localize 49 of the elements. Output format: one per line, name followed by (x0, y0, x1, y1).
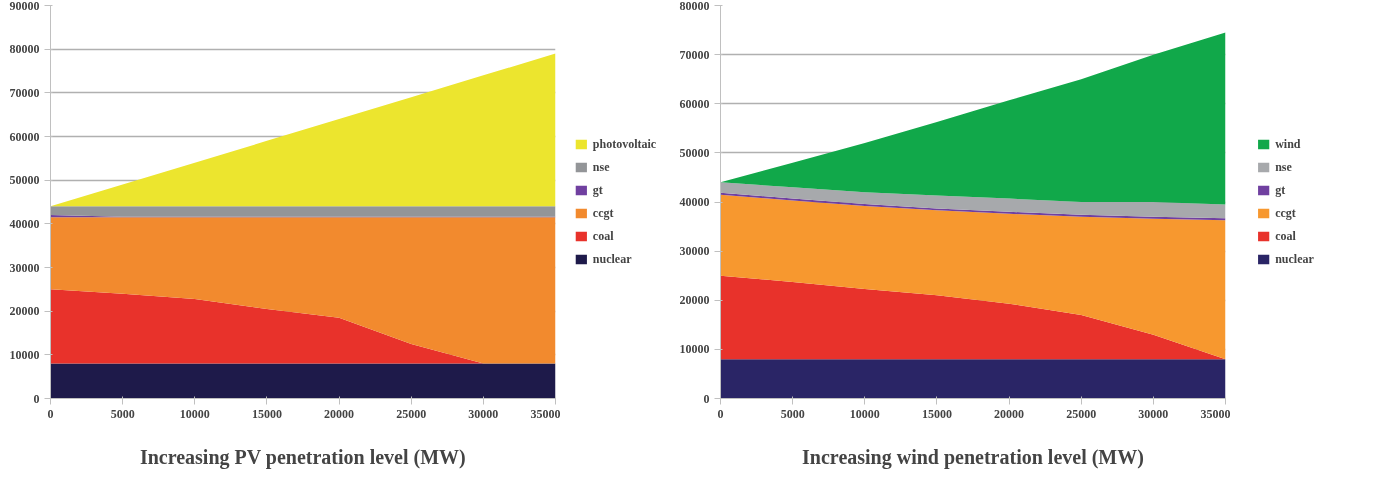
x-axis-title: Increasing PV penetration level (MW) (139, 445, 466, 469)
y-tick-label: 70000 (9, 85, 40, 100)
y-tick-label: 40000 (9, 216, 40, 231)
y-tick-label: 30000 (679, 244, 710, 259)
legend-label: ccgt (592, 205, 614, 221)
legend-label: gt (1275, 182, 1287, 198)
legend-label: nse (592, 159, 611, 175)
y-tick-label: 10000 (9, 347, 40, 362)
y-tick-label: 20000 (679, 293, 710, 308)
x-tick-label: 30000 (468, 406, 499, 421)
legend-label: gt (592, 182, 604, 198)
y-tick-label: 40000 (679, 195, 710, 209)
x-tick-label: 15000 (921, 406, 952, 421)
x-tick-label: 25000 (396, 406, 427, 421)
x-tick-label: 5000 (110, 406, 135, 421)
y-tick-label: 60000 (679, 96, 710, 111)
y-tick-label: 20000 (9, 304, 40, 319)
legend-label: coal (592, 228, 614, 244)
legend-label: nuclear (1275, 251, 1314, 267)
x-tick-label: 0 (717, 406, 724, 421)
legend-label: ccgt (1275, 205, 1296, 221)
x-tick-label: 5000 (780, 406, 805, 421)
x-tick-label: 30000 (1138, 406, 1169, 421)
y-tick-label: 0 (703, 391, 710, 406)
y-tick-label: 70000 (679, 47, 710, 62)
y-tick-label: 80000 (9, 42, 40, 57)
x-tick-label: 0 (47, 406, 54, 421)
x-tick-label: 15000 (251, 406, 282, 421)
x-tick-label: 20000 (994, 406, 1025, 421)
y-tick-label: 10000 (679, 342, 710, 357)
y-tick-label: 30000 (9, 260, 40, 275)
x-tick-label: 35000 (530, 406, 561, 421)
x-axis-title: Increasing wind penetration level (MW) (802, 445, 1144, 469)
x-tick-label: 10000 (849, 406, 880, 421)
y-tick-label: 50000 (679, 145, 710, 160)
y-tick-label: 90000 (9, 0, 40, 13)
legend-label: nse (1275, 159, 1293, 175)
x-tick-label: 20000 (324, 406, 355, 421)
legend-label: photovoltaic (592, 136, 657, 152)
y-tick-label: 50000 (9, 173, 40, 188)
legend-label: wind (1275, 136, 1301, 152)
legend-label: coal (1275, 228, 1296, 244)
x-tick-label: 10000 (179, 406, 210, 421)
y-tick-label: 60000 (9, 129, 40, 144)
x-tick-label: 35000 (1200, 406, 1231, 421)
y-tick-label: 0 (33, 391, 40, 406)
y-tick-label: 80000 (679, 0, 710, 13)
legend-label: nuclear (592, 251, 632, 267)
x-tick-label: 25000 (1066, 406, 1097, 421)
